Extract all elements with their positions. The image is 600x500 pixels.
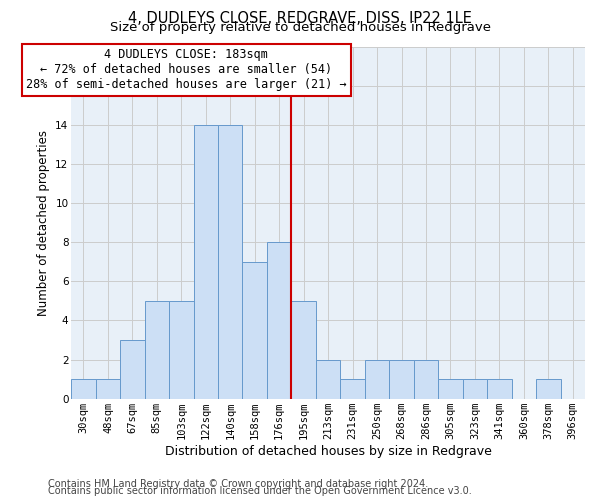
Bar (96, 379, 120, 398)
Text: Contains public sector information licensed under the Open Government Licence v3: Contains public sector information licen… (48, 486, 472, 496)
Y-axis label: Number of detached properties: Number of detached properties (37, 130, 50, 316)
Bar (414, 360, 438, 399)
Bar (120, 340, 145, 398)
X-axis label: Distribution of detached houses by size in Redgrave: Distribution of detached houses by size … (164, 444, 491, 458)
Text: 4, DUDLEYS CLOSE, REDGRAVE, DISS, IP22 1LE: 4, DUDLEYS CLOSE, REDGRAVE, DISS, IP22 1… (128, 11, 472, 26)
Bar (267, 242, 292, 398)
Text: Contains HM Land Registry data © Crown copyright and database right 2024.: Contains HM Land Registry data © Crown c… (48, 479, 428, 489)
Bar (340, 379, 365, 398)
Bar (438, 379, 463, 398)
Bar (463, 379, 487, 398)
Bar (389, 360, 414, 399)
Text: 4 DUDLEYS CLOSE: 183sqm
← 72% of detached houses are smaller (54)
28% of semi-de: 4 DUDLEYS CLOSE: 183sqm ← 72% of detache… (26, 48, 347, 92)
Bar (242, 262, 267, 398)
Bar (71, 379, 96, 398)
Bar (365, 360, 389, 399)
Bar (487, 379, 512, 398)
Bar (169, 301, 194, 398)
Bar (536, 379, 560, 398)
Bar (145, 301, 169, 398)
Bar (316, 360, 340, 399)
Bar (292, 301, 316, 398)
Text: Size of property relative to detached houses in Redgrave: Size of property relative to detached ho… (110, 22, 491, 35)
Bar (194, 125, 218, 398)
Bar (218, 125, 242, 398)
